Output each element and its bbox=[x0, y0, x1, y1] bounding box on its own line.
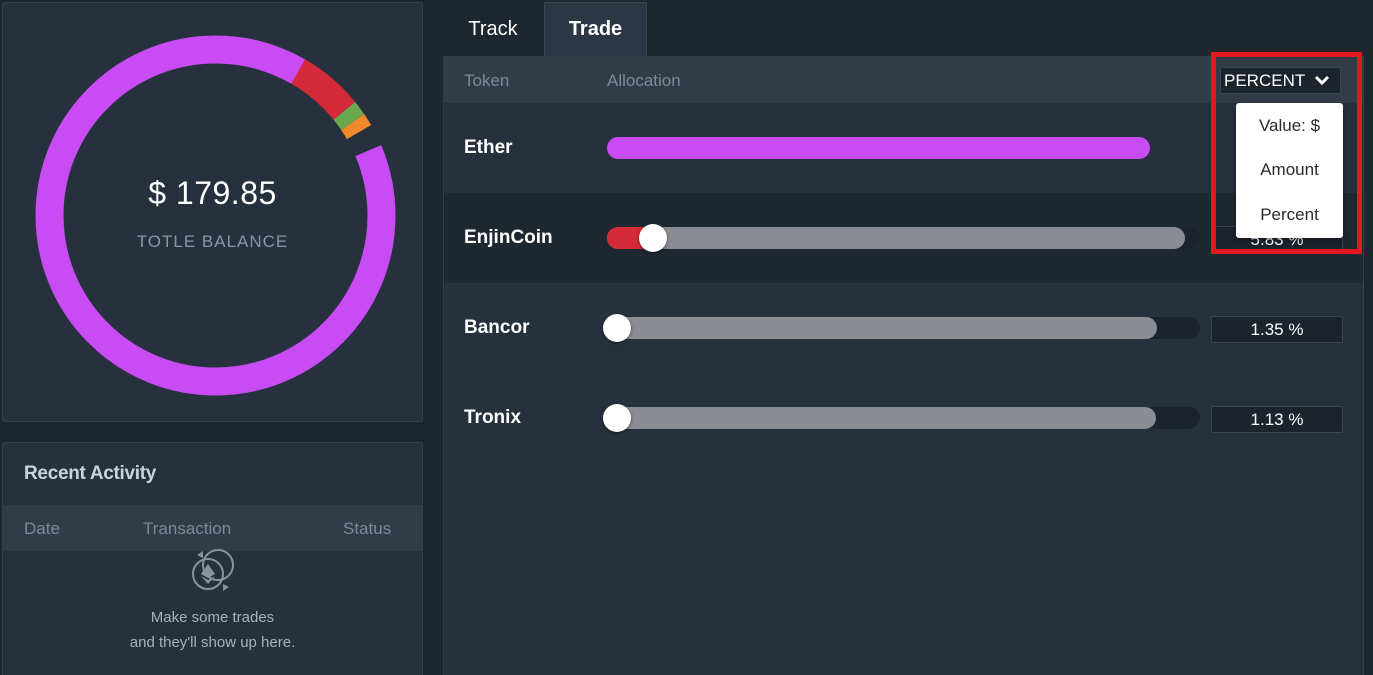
allocation-row-bancor: Bancor 1.35 % bbox=[444, 283, 1363, 373]
column-allocation: Allocation bbox=[607, 71, 681, 90]
slider-rail bbox=[607, 227, 1186, 249]
percent-input[interactable]: 1.13 % bbox=[1211, 406, 1343, 433]
activity-table-header: Date Transaction Status bbox=[3, 505, 422, 551]
highlight-box bbox=[1211, 52, 1362, 254]
tab-track[interactable]: Track bbox=[468, 17, 518, 40]
chevron-down-icon bbox=[1314, 75, 1330, 86]
allocation-table-header: Token Allocation bbox=[444, 57, 1363, 103]
slider-handle[interactable] bbox=[603, 404, 631, 432]
recent-activity-panel: Recent Activity Date Transaction Status … bbox=[2, 442, 423, 675]
allocation-slider[interactable] bbox=[603, 314, 1200, 342]
unit-select-value: PERCENT bbox=[1224, 71, 1306, 90]
total-balance-label: TOTLE BALANCE bbox=[136, 232, 289, 251]
allocation-bar bbox=[607, 137, 1200, 159]
column-status: Status bbox=[343, 519, 392, 538]
allocation-donut-chart bbox=[35, 35, 396, 396]
allocation-row-tronix: Tronix 1.13 % bbox=[444, 373, 1363, 463]
menu-item-value[interactable]: Value: $ bbox=[1258, 116, 1321, 135]
column-transaction: Transaction bbox=[143, 519, 232, 538]
allocation-slider[interactable] bbox=[607, 224, 1200, 252]
donut-segment-ether bbox=[35, 35, 396, 396]
empty-activity-message: Make some trades and they'll show up her… bbox=[3, 605, 422, 655]
slider-handle[interactable] bbox=[638, 224, 667, 252]
tab-trade[interactable]: Trade bbox=[544, 2, 647, 56]
token-name: Ether bbox=[464, 137, 513, 158]
percent-input[interactable]: 1.35 % bbox=[1211, 316, 1343, 343]
slider-rail bbox=[607, 317, 1158, 339]
trade-panel: Token Allocation Ether EnjinCoin 5.83 % … bbox=[443, 56, 1364, 675]
slider-rail bbox=[607, 407, 1157, 429]
menu-item-amount[interactable]: Amount bbox=[1260, 160, 1319, 179]
slider-handle[interactable] bbox=[603, 314, 631, 342]
column-date: Date bbox=[24, 519, 60, 538]
allocation-row-enjincoin: EnjinCoin 5.83 % bbox=[444, 193, 1363, 283]
allocation-row-ether: Ether bbox=[444, 103, 1363, 193]
token-name: EnjinCoin bbox=[464, 227, 553, 248]
ethereum-swap-icon bbox=[192, 549, 234, 591]
unit-dropdown-menu: Value: $ Amount Percent bbox=[1236, 103, 1343, 238]
unit-select[interactable]: PERCENT bbox=[1220, 67, 1341, 94]
menu-item-percent[interactable]: Percent bbox=[1260, 205, 1319, 224]
allocation-bar-fill bbox=[607, 137, 1150, 159]
empty-message-line-2: and they'll show up here. bbox=[129, 634, 296, 651]
token-name: Tronix bbox=[464, 407, 522, 428]
balance-panel: $ 179.85 TOTLE BALANCE bbox=[2, 2, 423, 422]
token-name: Bancor bbox=[464, 317, 530, 338]
empty-message-line-1: Make some trades bbox=[150, 609, 275, 626]
column-token: Token bbox=[464, 71, 510, 90]
allocation-slider[interactable] bbox=[603, 404, 1200, 432]
total-balance-value: $ 179.85 bbox=[148, 175, 277, 211]
recent-activity-title: Recent Activity bbox=[24, 463, 157, 484]
